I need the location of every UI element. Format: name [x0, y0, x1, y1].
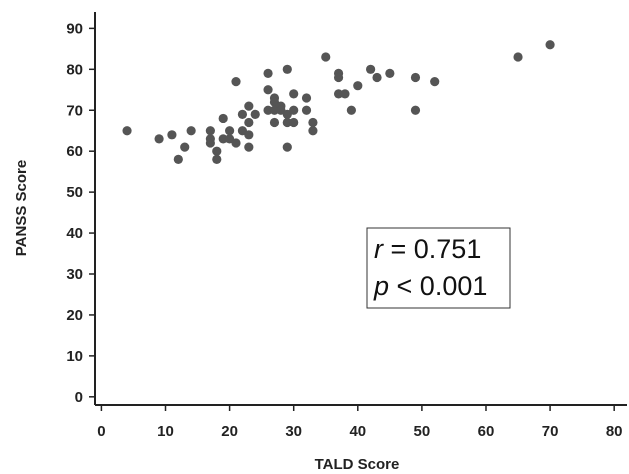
y-tick-label: 90	[66, 20, 83, 37]
x-axis: 0 10 20 30 40 50 60 70 80	[95, 404, 627, 440]
y-tick-label: 50	[66, 184, 83, 201]
r-value: = 0.751	[383, 234, 481, 264]
data-point	[263, 68, 273, 79]
data-point	[218, 134, 228, 144]
y-tick-label: 40	[66, 225, 83, 242]
data-point	[333, 72, 344, 83]
data-point	[545, 40, 555, 50]
x-tick-label: 60	[478, 423, 495, 440]
y-tick-label: 80	[66, 61, 83, 78]
p-value-label: p < 0.001	[373, 271, 487, 301]
data-point	[366, 64, 376, 74]
data-point	[218, 113, 228, 124]
data-point	[225, 126, 235, 136]
p-value: < 0.001	[389, 271, 487, 301]
data-point	[430, 76, 440, 87]
data-points	[122, 40, 555, 164]
data-point	[346, 105, 356, 115]
data-point	[244, 130, 254, 140]
data-point	[308, 126, 318, 136]
data-point	[154, 134, 164, 144]
p-symbol: p	[373, 271, 389, 301]
data-point	[167, 130, 177, 140]
data-point	[263, 85, 273, 95]
statistics-box-border	[366, 227, 511, 309]
data-point	[122, 126, 132, 136]
x-tick-label: 30	[285, 423, 302, 440]
data-point	[289, 89, 299, 99]
x-tick-label: 40	[349, 423, 366, 440]
data-point	[263, 105, 273, 115]
data-point	[513, 52, 523, 62]
x-tick-label: 80	[606, 423, 623, 440]
x-axis-title: TALD Score	[315, 456, 400, 473]
data-point	[353, 81, 363, 91]
data-point	[308, 117, 318, 128]
data-point	[321, 52, 331, 62]
data-point	[372, 72, 382, 83]
data-point	[205, 126, 215, 136]
y-axis: 0 10 20 30 40 50 60 70 80 90	[66, 12, 96, 406]
data-point	[282, 117, 292, 128]
data-point	[180, 142, 190, 152]
data-point	[301, 105, 312, 115]
y-tick-label: 20	[66, 307, 83, 324]
y-tick-label: 10	[66, 348, 83, 365]
y-tick-label: 30	[66, 266, 83, 283]
data-point	[231, 76, 241, 87]
y-tick-label: 70	[66, 102, 83, 119]
y-tick-label: 0	[75, 389, 83, 406]
data-point	[212, 146, 222, 156]
data-point	[385, 68, 395, 79]
x-tick-label: 20	[221, 423, 238, 440]
data-point	[289, 105, 299, 115]
correlation-r-label: r = 0.751	[374, 234, 481, 264]
data-point	[244, 117, 254, 128]
y-tick-label: 60	[66, 143, 83, 160]
data-point	[237, 109, 248, 119]
data-point	[173, 154, 183, 164]
r-symbol: r	[374, 234, 384, 264]
data-point	[282, 142, 292, 152]
data-point	[186, 126, 196, 136]
data-point	[410, 72, 421, 83]
data-point	[212, 154, 222, 164]
data-point	[244, 101, 254, 111]
data-point	[231, 138, 241, 148]
data-point	[289, 117, 299, 128]
data-point	[244, 142, 254, 152]
data-point	[301, 93, 312, 103]
data-point	[205, 138, 215, 148]
y-axis-title: PANSS Score	[13, 160, 30, 256]
data-point	[282, 64, 292, 74]
data-point	[340, 89, 350, 99]
data-point	[410, 105, 421, 115]
x-tick-label: 70	[542, 423, 559, 440]
statistics-box: r = 0.751 p < 0.001	[366, 227, 511, 309]
data-point	[250, 109, 260, 119]
data-point	[269, 117, 280, 128]
x-tick-label: 50	[414, 423, 431, 440]
x-tick-label: 0	[97, 423, 105, 440]
x-tick-label: 10	[157, 423, 174, 440]
data-point	[333, 89, 344, 99]
